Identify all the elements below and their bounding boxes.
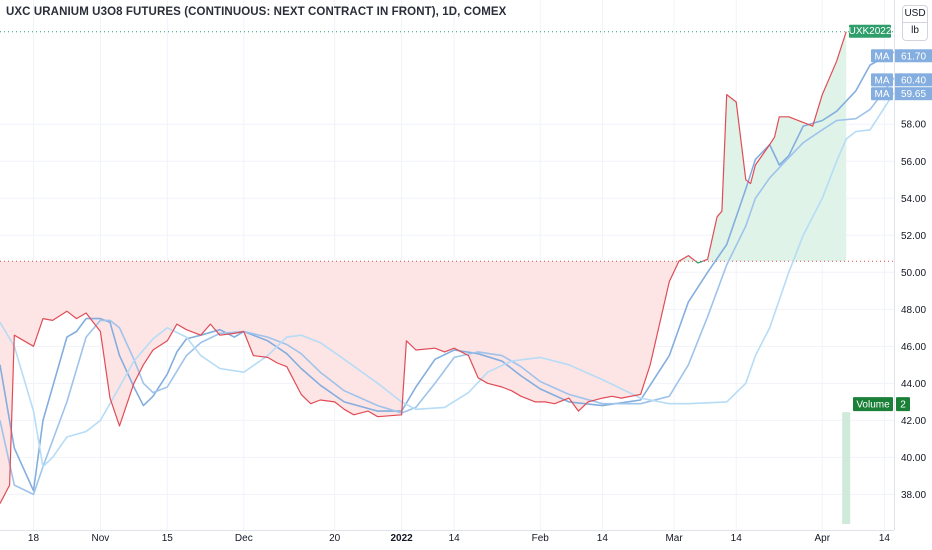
- ma-value-tag: [895, 49, 932, 63]
- price-name-label: UXK2022: [849, 26, 892, 37]
- ma-line-2: [0, 77, 895, 496]
- y-tick-label: 50.00: [901, 268, 926, 279]
- x-tick-label: Feb: [532, 533, 550, 544]
- x-tick-label: 2022: [390, 533, 413, 544]
- x-tick-label: Apr: [815, 533, 831, 544]
- unit-label: lb: [903, 22, 927, 39]
- level-lines: [0, 31, 894, 262]
- currency-unit-button[interactable]: USD lb: [902, 5, 928, 41]
- ma-line-1: [0, 51, 895, 492]
- ma-value-label: 61.70: [901, 51, 926, 62]
- ma-legend-name: MA: [875, 75, 890, 86]
- y-tick-label: 40.00: [901, 453, 926, 464]
- x-tick-label: Nov: [91, 533, 109, 544]
- y-tick-label: 42.00: [901, 416, 926, 427]
- ma-value-label: 60.40: [901, 75, 926, 86]
- x-tick-label: Dec: [235, 533, 253, 544]
- price-series: [0, 31, 847, 504]
- volume-name-tag: [853, 397, 893, 412]
- area-fills: [0, 31, 847, 504]
- volume-bar: [842, 412, 851, 524]
- price-line-down: [0, 255, 696, 504]
- x-tick-label: 20: [329, 533, 341, 544]
- axis-tags: MA 61.70 MA 60.40 MA 59.65 UXK2022 Volume 2: [849, 24, 932, 412]
- price-line-down: [702, 31, 847, 262]
- ma-legend-tag: [871, 73, 893, 87]
- above-baseline-fill: [0, 31, 847, 262]
- x-tick-label: 14: [879, 533, 891, 544]
- y-tick-label: 38.00: [901, 490, 926, 501]
- chart-title: UXC URANIUM U3O8 FUTURES (CONTINUOUS: NE…: [6, 6, 507, 18]
- price-line-up: [695, 260, 704, 264]
- volume-value-label: 2: [900, 400, 906, 411]
- x-tick-label: 14: [449, 533, 461, 544]
- ma-legend-tag: [871, 87, 893, 101]
- moving-averages: [0, 51, 895, 496]
- volume-name-label: Volume: [856, 400, 890, 411]
- ma-legend-name: MA: [875, 89, 890, 100]
- ma-legend-name: MA: [875, 51, 890, 62]
- ma-legend-tag: [871, 49, 893, 63]
- y-tick-label: 56.00: [901, 157, 926, 168]
- x-tick-label: 14: [597, 533, 609, 544]
- price-name-tag: [849, 24, 891, 38]
- ma-value-tag: [895, 73, 932, 87]
- ma-value-label: 59.65: [901, 89, 926, 100]
- x-tick-label: Mar: [665, 533, 683, 544]
- y-tick-label: 52.00: [901, 231, 926, 242]
- x-tick-label: 18: [28, 533, 40, 544]
- y-axis[interactable]: 38.00 40.00 42.00 44.00 46.00 48.00 50.00 52.00…: [901, 120, 926, 501]
- below-baseline-fill: [0, 261, 847, 504]
- y-tick-label: 58.00: [901, 120, 926, 131]
- x-axis[interactable]: 18 Nov 15 Dec 20 2022 14 Feb 14 Mar 14 Apr 14: [28, 533, 891, 544]
- currency-label: USD: [904, 8, 926, 19]
- volume-value-tag: [896, 397, 910, 412]
- ma-value-tag: [895, 87, 932, 101]
- x-tick-label: 14: [731, 533, 743, 544]
- y-tick-label: 48.00: [901, 305, 926, 316]
- volume-bars: [842, 412, 851, 524]
- y-tick-label: 46.00: [901, 342, 926, 353]
- ma-line-3: [0, 92, 895, 468]
- y-tick-label: 54.00: [901, 194, 926, 205]
- x-tick-label: 15: [162, 533, 174, 544]
- y-tick-label: 44.00: [901, 379, 926, 390]
